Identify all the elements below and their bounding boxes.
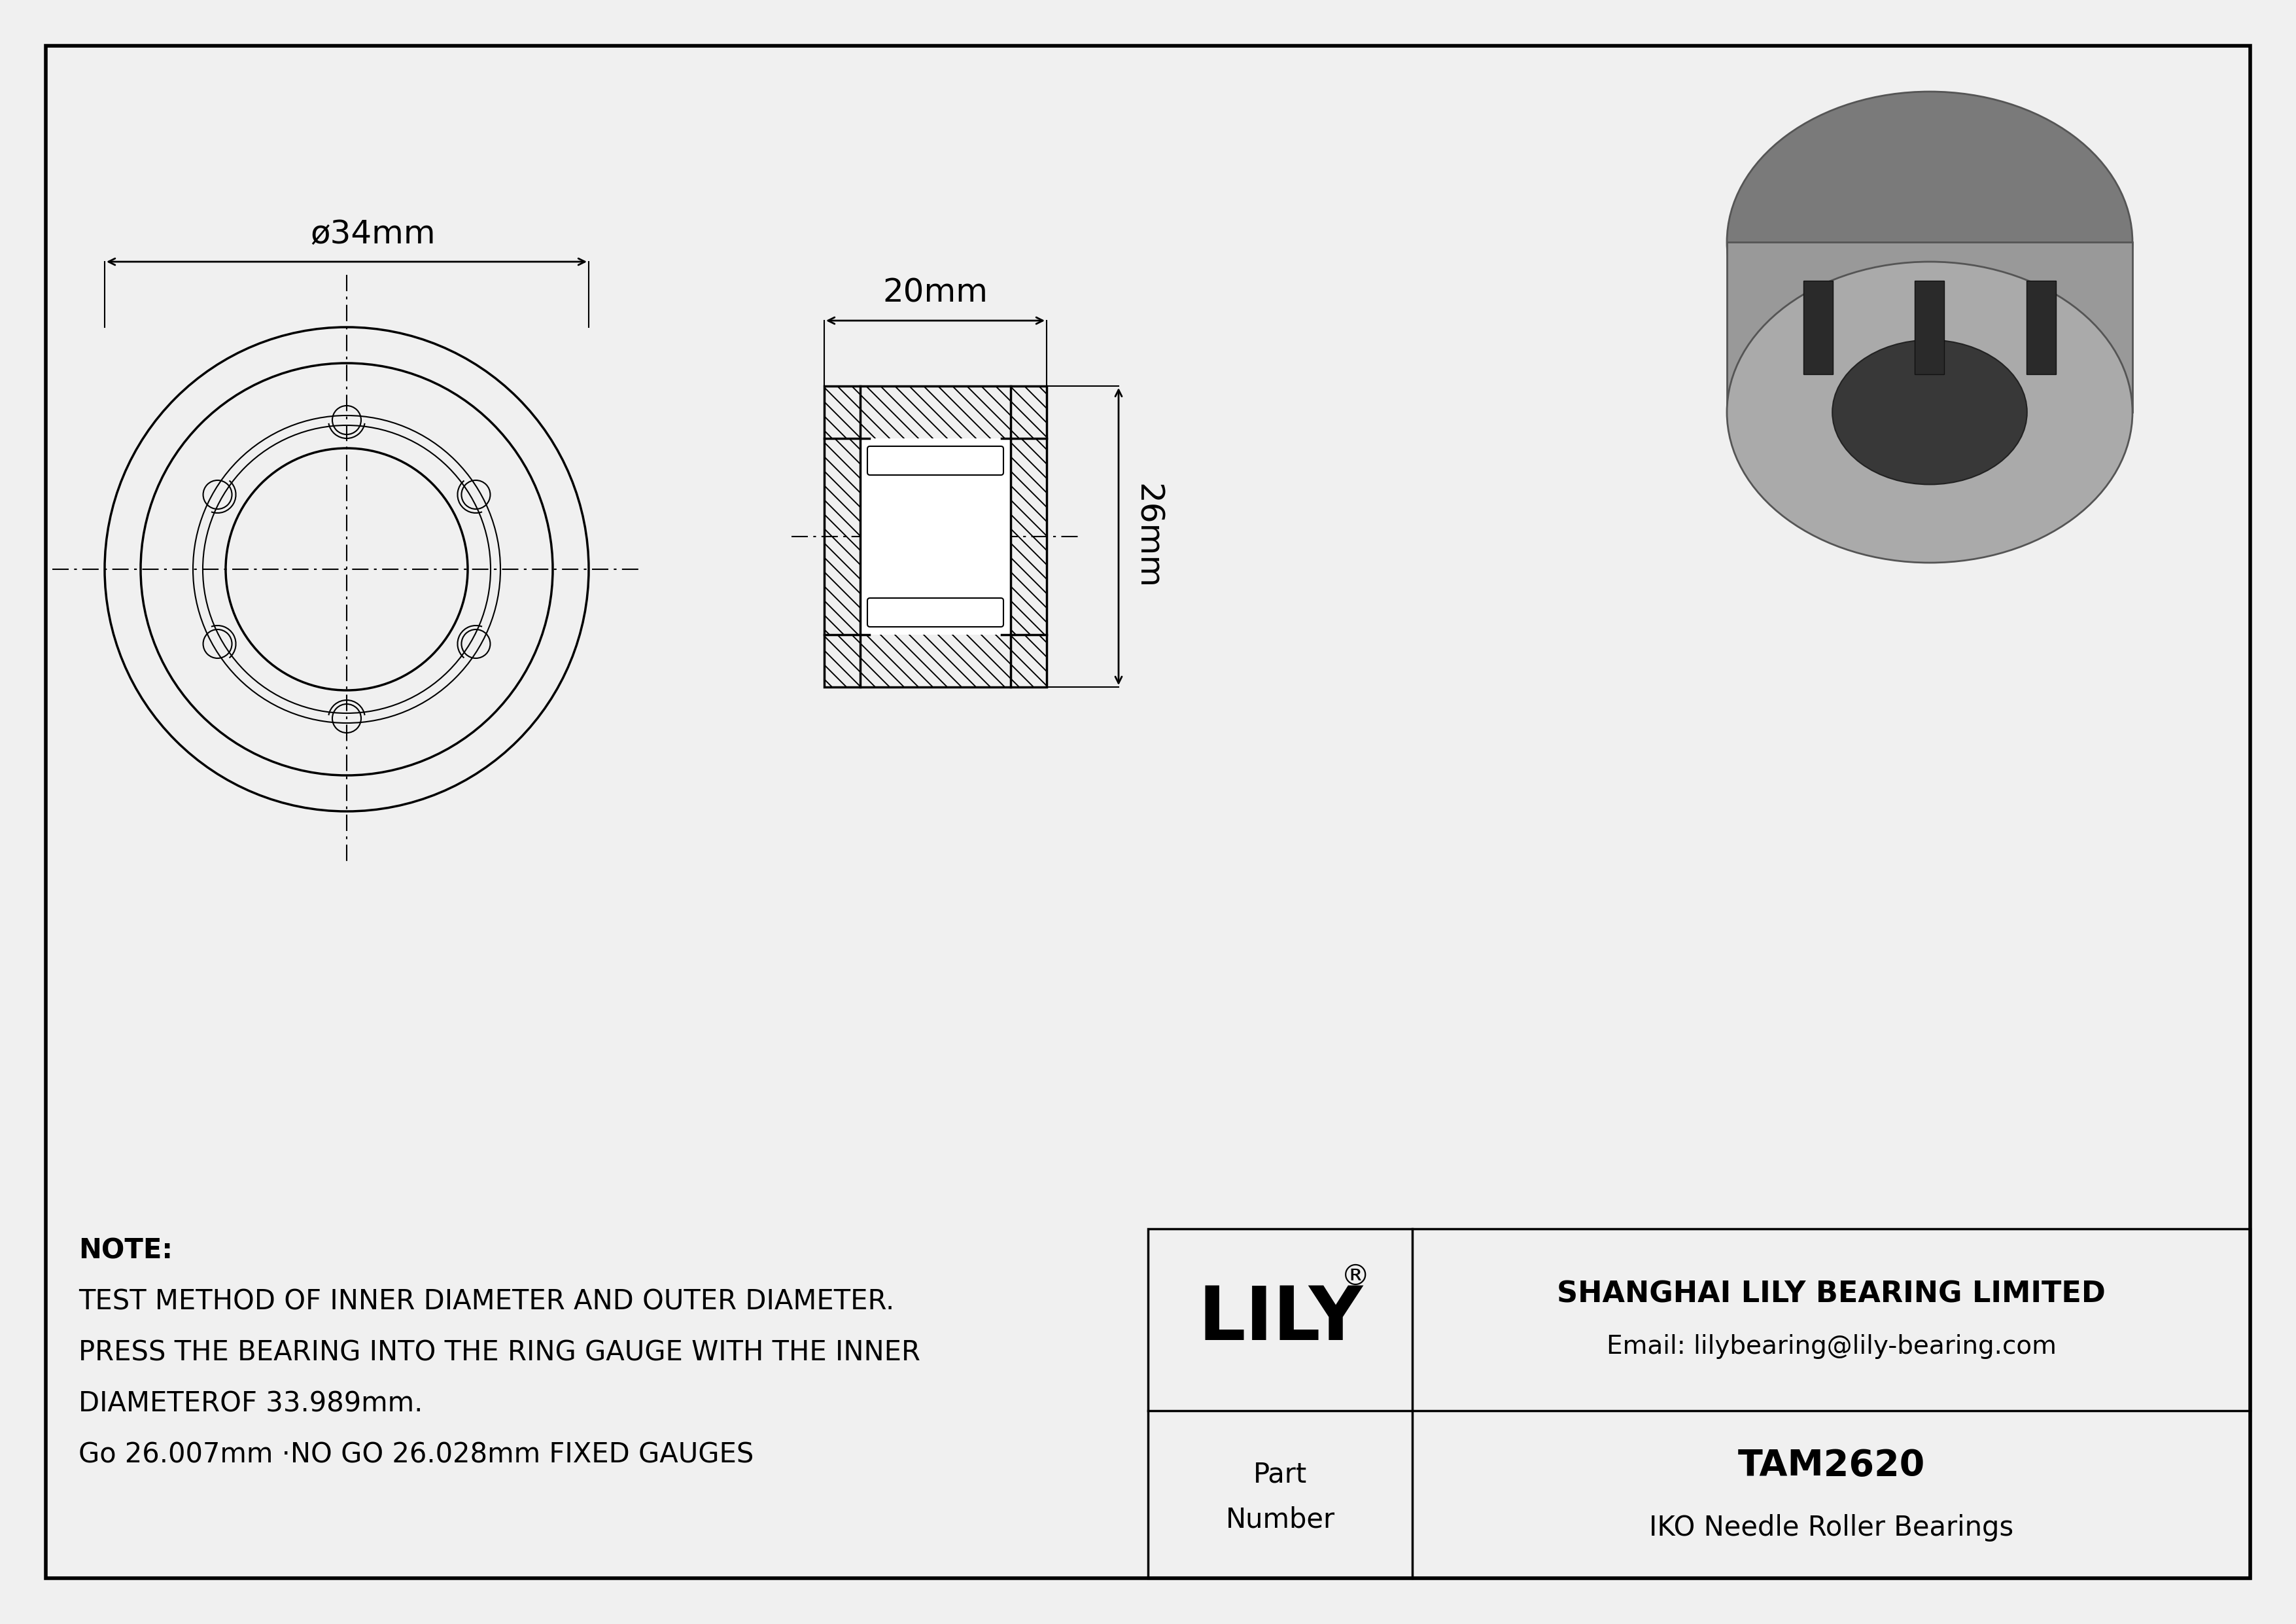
Bar (2027, 281, 2055, 374)
Text: Part: Part (1254, 1460, 1306, 1488)
Text: DIAMETEROF 33.989mm.: DIAMETEROF 33.989mm. (78, 1390, 422, 1418)
Text: SHANGHAI LILY BEARING LIMITED: SHANGHAI LILY BEARING LIMITED (1557, 1280, 2105, 1309)
Bar (1802, 281, 1832, 374)
Text: Go 26.007mm ·NO GO 26.028mm FIXED GAUGES: Go 26.007mm ·NO GO 26.028mm FIXED GAUGES (78, 1440, 753, 1468)
Text: TAM2620: TAM2620 (1738, 1449, 1924, 1483)
Text: Email: lilybearing@lily-bearing.com: Email: lilybearing@lily-bearing.com (1607, 1335, 2057, 1359)
FancyBboxPatch shape (868, 598, 1003, 627)
Text: PRESS THE BEARING INTO THE RING GAUGE WITH THE INNER: PRESS THE BEARING INTO THE RING GAUGE WI… (78, 1338, 921, 1366)
Text: ®: ® (1341, 1263, 1371, 1291)
Polygon shape (1727, 242, 2133, 412)
Ellipse shape (1727, 91, 2133, 393)
Text: IKO Needle Roller Bearings: IKO Needle Roller Bearings (1649, 1514, 2014, 1541)
Text: 20mm: 20mm (882, 278, 987, 309)
Ellipse shape (1727, 261, 2133, 562)
Polygon shape (824, 635, 1047, 687)
Polygon shape (824, 438, 861, 635)
Text: TEST METHOD OF INNER DIAMETER AND OUTER DIAMETER.: TEST METHOD OF INNER DIAMETER AND OUTER … (78, 1288, 895, 1315)
Bar (861, 438, 1010, 635)
Text: Number: Number (1226, 1505, 1334, 1533)
Bar (824, 387, 1047, 687)
Bar (1915, 281, 1945, 374)
Polygon shape (824, 387, 1047, 438)
Polygon shape (1010, 438, 1047, 635)
FancyBboxPatch shape (868, 447, 1003, 476)
Text: LILY: LILY (1199, 1283, 1364, 1356)
Bar (1148, 1229, 2250, 1579)
Text: 26mm: 26mm (1132, 484, 1164, 590)
Text: NOTE:: NOTE: (78, 1236, 172, 1263)
Ellipse shape (1832, 339, 2027, 484)
Text: ø34mm: ø34mm (310, 219, 436, 250)
